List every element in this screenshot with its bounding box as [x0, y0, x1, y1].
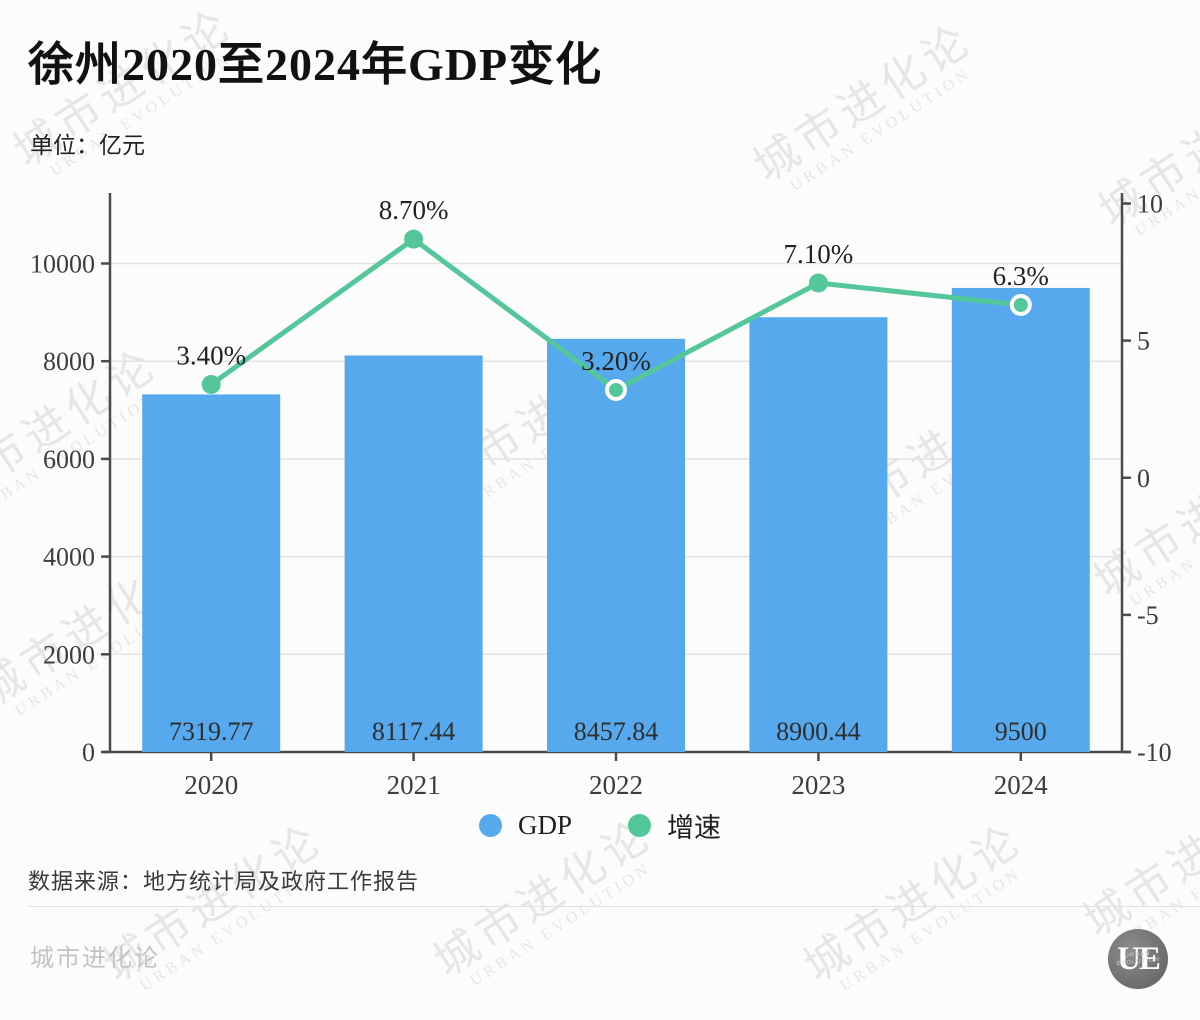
gdp-series-dot-icon: [478, 814, 502, 837]
unit-label: 单位：亿元: [30, 133, 145, 158]
growth-point-open-2022: [605, 378, 627, 401]
growth-point-2023: [808, 273, 828, 293]
growth-point-open-2024: [1009, 293, 1032, 316]
gdp-bar-2022: [547, 338, 685, 752]
gdp-bar-2021: [344, 355, 483, 752]
left-tick-label-8000: 8000: [43, 347, 95, 376]
growth-value-label-2020: 3.40%: [176, 341, 246, 371]
right-tick-label-10: 10: [1137, 190, 1163, 219]
legend-item-growth: 增速: [628, 806, 721, 845]
ue-logo-letters: UE: [1117, 940, 1161, 977]
growth-point-2020: [201, 375, 221, 395]
growth-point-2021: [404, 229, 424, 249]
legend-item-gdp: GDP: [478, 810, 572, 841]
footer-brand: 城市进化论: [30, 946, 160, 972]
left-tick-label-0: 0: [82, 738, 95, 767]
x-tick-label-2022: 2022: [589, 770, 643, 800]
gdp-bar-2024: [951, 287, 1090, 752]
left-tick-label-10000: 10000: [30, 250, 95, 279]
footer-divider: [28, 906, 1200, 907]
chart-legend: GDP 增速: [0, 806, 1200, 845]
gdp-value-label-2022: 8457.84: [574, 717, 659, 746]
x-tick-label-2020: 2020: [184, 770, 238, 800]
right-tick-label--5: -5: [1137, 601, 1159, 630]
ue-logo: UE URBAN EVOLUTION: [1108, 929, 1168, 989]
data-source-note: 数据来源：地方统计局及政府工作报告: [28, 869, 420, 894]
left-tick-label-6000: 6000: [43, 445, 95, 474]
gdp-combo-chart: 0 2000 4000 6000 8000 10000 -10 -5 0 5 10 2020 7319.…: [30, 190, 1172, 801]
right-tick-label-5: 5: [1137, 327, 1150, 356]
growth-value-label-2023: 7.10%: [784, 239, 854, 269]
growth-series-dot-icon: [628, 814, 651, 837]
x-tick-label-2023: 2023: [791, 770, 845, 800]
x-tick-label-2024: 2024: [994, 770, 1049, 800]
growth-value-label-2022: 3.20%: [581, 346, 651, 376]
x-tick-label-2021: 2021: [387, 770, 441, 800]
left-tick-label-2000: 2000: [43, 640, 95, 669]
gdp-bar-2023: [749, 317, 888, 752]
left-tick-label-4000: 4000: [43, 543, 95, 572]
growth-value-label-2021: 8.70%: [379, 195, 449, 225]
gdp-value-label-2023: 8900.44: [776, 717, 861, 746]
gdp-value-label-2024: 9500: [995, 717, 1047, 746]
right-tick-label--10: -10: [1137, 738, 1172, 767]
legend-label-growth: 增速: [667, 813, 721, 843]
legend-label-gdp: GDP: [517, 810, 572, 840]
right-tick-label-0: 0: [1137, 464, 1150, 493]
gdp-value-label-2021: 8117.44: [372, 717, 456, 746]
growth-value-label-2024: 6.3%: [993, 261, 1049, 291]
gdp-bar-2020: [142, 394, 281, 752]
gdp-value-label-2020: 7319.77: [169, 717, 254, 746]
page-title: 徐州2020至2024年GDP变化: [28, 39, 603, 90]
